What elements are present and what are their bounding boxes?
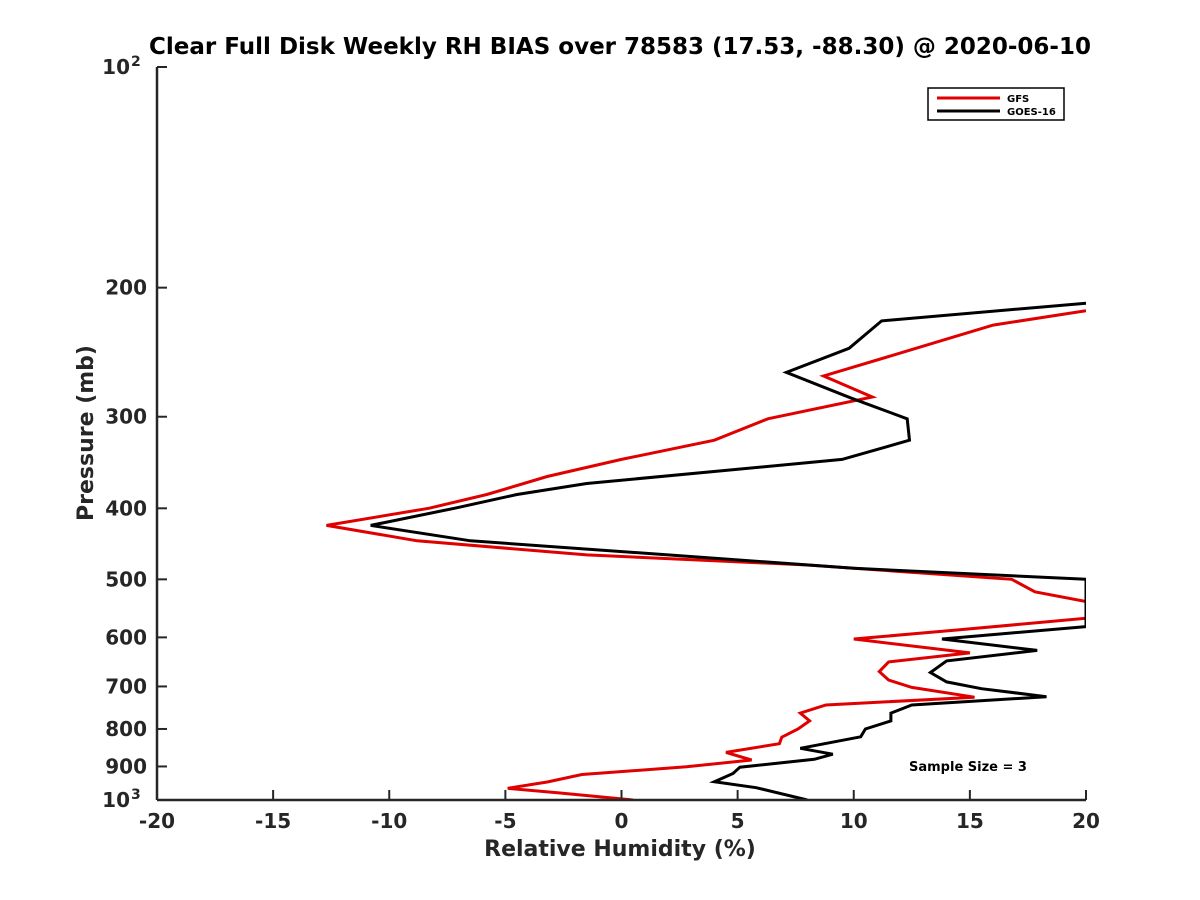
y-tick-label: 200	[105, 276, 147, 300]
legend: GFS GOES-16	[927, 87, 1065, 121]
x-tick-label: 5	[731, 809, 745, 833]
x-tick-label: -5	[494, 809, 516, 833]
legend-box	[927, 87, 1065, 121]
series-line-goes-16	[370, 301, 1086, 800]
x-tick-label: 15	[956, 809, 984, 833]
series-line-gfs	[326, 309, 1086, 800]
plot-lines	[326, 301, 1086, 800]
sample-size-annotation: Sample Size = 3	[909, 760, 1027, 775]
y-tick-label: 700	[105, 674, 147, 698]
x-axis-ticks: -20 -15 -10 -5 0 5 10 15 20	[139, 790, 1100, 833]
x-tick-label: -10	[371, 809, 407, 833]
x-axis-title: Relative Humidity (%)	[484, 837, 756, 862]
y-axis-title: Pressure (mb)	[74, 345, 99, 521]
legend-label: GFS	[1007, 94, 1029, 105]
x-tick-label: 0	[615, 809, 629, 833]
y-tick-label: 10	[102, 55, 130, 79]
y-tick-label: 500	[105, 567, 147, 591]
y-tick-label: 400	[105, 496, 147, 520]
y-tick-label: 600	[105, 625, 147, 649]
x-tick-label: -15	[255, 809, 291, 833]
y-tick-label: 900	[105, 754, 147, 778]
x-tick-label: 20	[1072, 809, 1100, 833]
y-tick-label: 10	[102, 788, 130, 812]
legend-label: GOES-16	[1007, 107, 1056, 118]
x-tick-label: -20	[139, 809, 175, 833]
x-tick-label: 10	[840, 809, 868, 833]
y-tick-exponent: 2	[131, 54, 141, 70]
y-tick-label: 800	[105, 717, 147, 741]
chart-title: Clear Full Disk Weekly RH BIAS over 7858…	[149, 34, 1091, 60]
y-tick-exponent: 3	[131, 787, 141, 803]
y-tick-label: 300	[105, 405, 147, 429]
